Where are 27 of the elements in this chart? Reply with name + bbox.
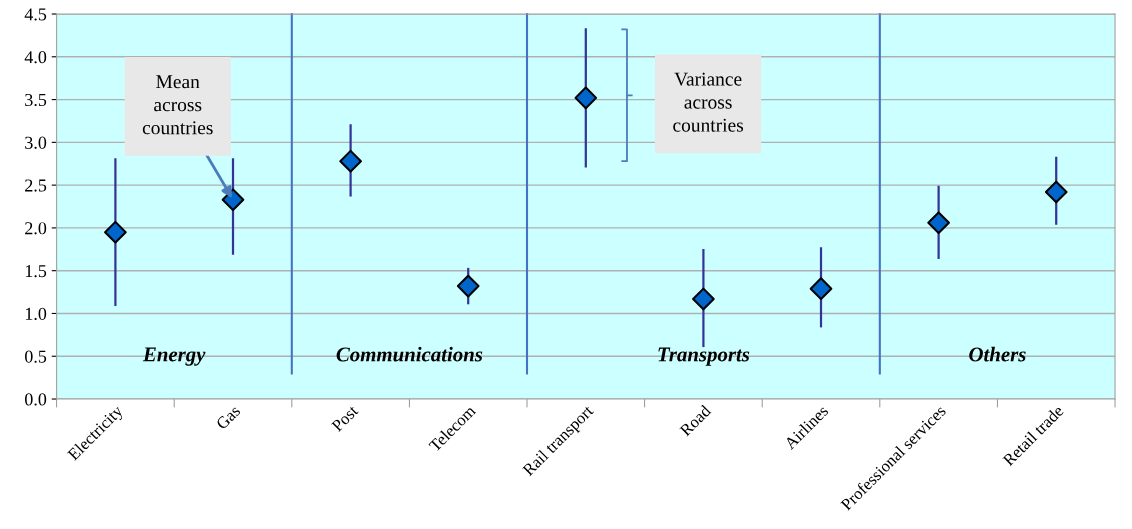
y-tick-label: 2.0 [25, 222, 47, 235]
annotation: Mean across countries [142, 75, 213, 135]
point [692, 287, 715, 311]
y-tick-label: 0.0 [25, 393, 47, 406]
point [104, 220, 127, 244]
point [456, 274, 480, 298]
y-tick-label: 4.0 [24, 51, 47, 64]
x-tick-label: Gas [215, 404, 241, 431]
point [927, 211, 950, 235]
y-tick-label: 3.0 [25, 136, 47, 149]
x-tick-label: Post [331, 404, 359, 433]
point [809, 277, 833, 300]
y-tick-label: 1.0 [25, 307, 47, 320]
annotation: Variance across countries [673, 72, 744, 132]
point [221, 188, 245, 212]
annotation: Transports [658, 347, 750, 366]
y-tick-label: 0.5 [25, 350, 47, 363]
point [339, 149, 362, 173]
y-tick-label: 2.5 [25, 179, 47, 192]
annotation: Others [969, 346, 1026, 362]
point [574, 86, 598, 110]
annotation: Energy [142, 347, 206, 366]
y-tick-label: 4.5 [24, 8, 47, 21]
y-tick-label: 3.5 [25, 93, 47, 107]
annotation: Communications [336, 346, 483, 362]
y-tick-label: 1.5 [25, 265, 47, 278]
point [1044, 180, 1068, 204]
